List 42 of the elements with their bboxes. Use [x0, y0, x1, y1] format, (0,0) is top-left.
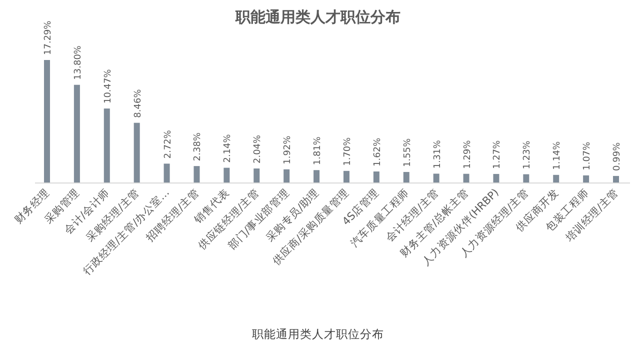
bar: [433, 174, 440, 183]
bar: [613, 176, 619, 183]
data-label: 1.81%: [313, 136, 324, 166]
bar: [314, 170, 320, 183]
bar: [553, 174, 560, 183]
data-label: 1.31%: [432, 140, 443, 169]
bar: [194, 166, 200, 183]
bar: [523, 174, 530, 183]
bar: [44, 60, 50, 183]
data-label: 2.38%: [193, 132, 204, 162]
bar: [134, 122, 140, 183]
data-label: 2.14%: [223, 134, 234, 163]
data-label: 2.04%: [253, 134, 264, 164]
data-label: 13.80%: [73, 45, 84, 80]
bar: [493, 174, 500, 183]
data-label: 1.23%: [522, 140, 533, 170]
bar: [403, 172, 410, 183]
data-label: 1.27%: [492, 140, 503, 169]
data-label: 1.62%: [372, 137, 383, 166]
bar: [104, 108, 110, 183]
bar: [254, 168, 260, 183]
chart-title: 职能通用类人才职位分布: [234, 8, 400, 26]
data-label: 0.99%: [612, 142, 622, 171]
bar: [463, 174, 470, 183]
bar: [583, 175, 590, 183]
data-label: 17.29%: [44, 20, 54, 55]
data-label: 1.55%: [402, 138, 413, 167]
data-label: 1.70%: [342, 136, 353, 166]
data-label: 10.47%: [103, 68, 114, 104]
data-label: 1.29%: [462, 140, 473, 169]
data-label: 1.14%: [552, 140, 563, 170]
bar: [284, 169, 290, 183]
bar: [74, 84, 80, 183]
data-label: 1.07%: [582, 141, 593, 170]
data-label: 1.92%: [283, 135, 294, 164]
bar: [164, 164, 170, 183]
bar: [373, 171, 380, 183]
data-label: 8.46%: [133, 88, 144, 118]
data-label: 2.72%: [163, 130, 174, 159]
bar: [343, 170, 350, 183]
bar: [224, 168, 230, 183]
text: 职能通用类人才职位分布: [252, 327, 384, 341]
